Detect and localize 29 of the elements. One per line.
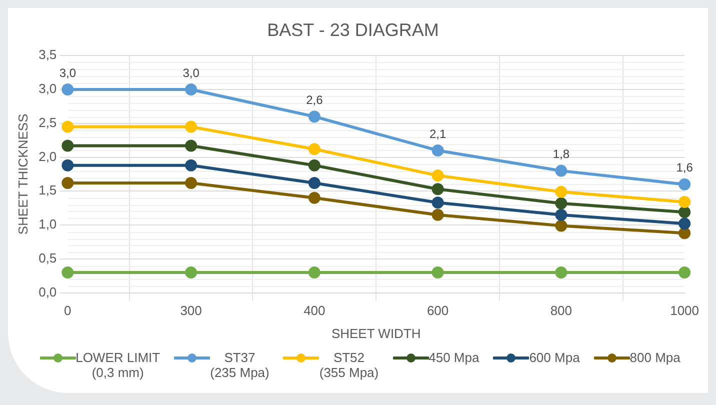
legend-label: LOWER LIMIT (0,3 mm): [76, 350, 160, 380]
data-label: 3,0: [182, 66, 200, 80]
x-tick-label: 300: [180, 303, 202, 318]
x-tick-label: 0: [64, 303, 72, 318]
x-tick-label: 800: [550, 303, 572, 318]
x-tick-label: 1000: [670, 303, 699, 318]
y-tick-label: 3,5: [38, 47, 57, 62]
y-tick-label: 3,0: [38, 81, 57, 96]
legend-label: 450 Mpa: [428, 350, 480, 365]
data-label: 3,0: [59, 66, 76, 80]
y-axis-title: SHEET THICKNESS: [15, 113, 30, 235]
legend-label: ST52 (355 Mpa): [319, 350, 379, 380]
x-tick-label: 400: [304, 303, 326, 318]
chart-title: BAST - 23 DIAGRAM: [267, 20, 439, 40]
legend-label: 600 Mpa: [529, 350, 580, 365]
legend-label: ST37 (235 Mpa): [210, 350, 270, 380]
y-tick-label: 1,0: [38, 216, 57, 232]
data-label: 1,6: [676, 160, 694, 175]
legend-label: 800 Mpa: [630, 350, 680, 365]
y-tick-label: 0,0: [38, 284, 57, 300]
y-tick-label: 1,5: [38, 182, 57, 198]
y-tick-label: 0,5: [38, 250, 57, 266]
data-label: 2,6: [306, 92, 324, 107]
y-tick-label: 2,0: [38, 148, 57, 164]
data-label: 2,1: [429, 126, 446, 141]
data-label: 1,8: [552, 147, 570, 162]
x-tick-label: 600: [426, 303, 449, 318]
x-axis-title: SHEET WIDTH: [331, 326, 421, 341]
y-tick-label: 2,5: [38, 114, 57, 130]
